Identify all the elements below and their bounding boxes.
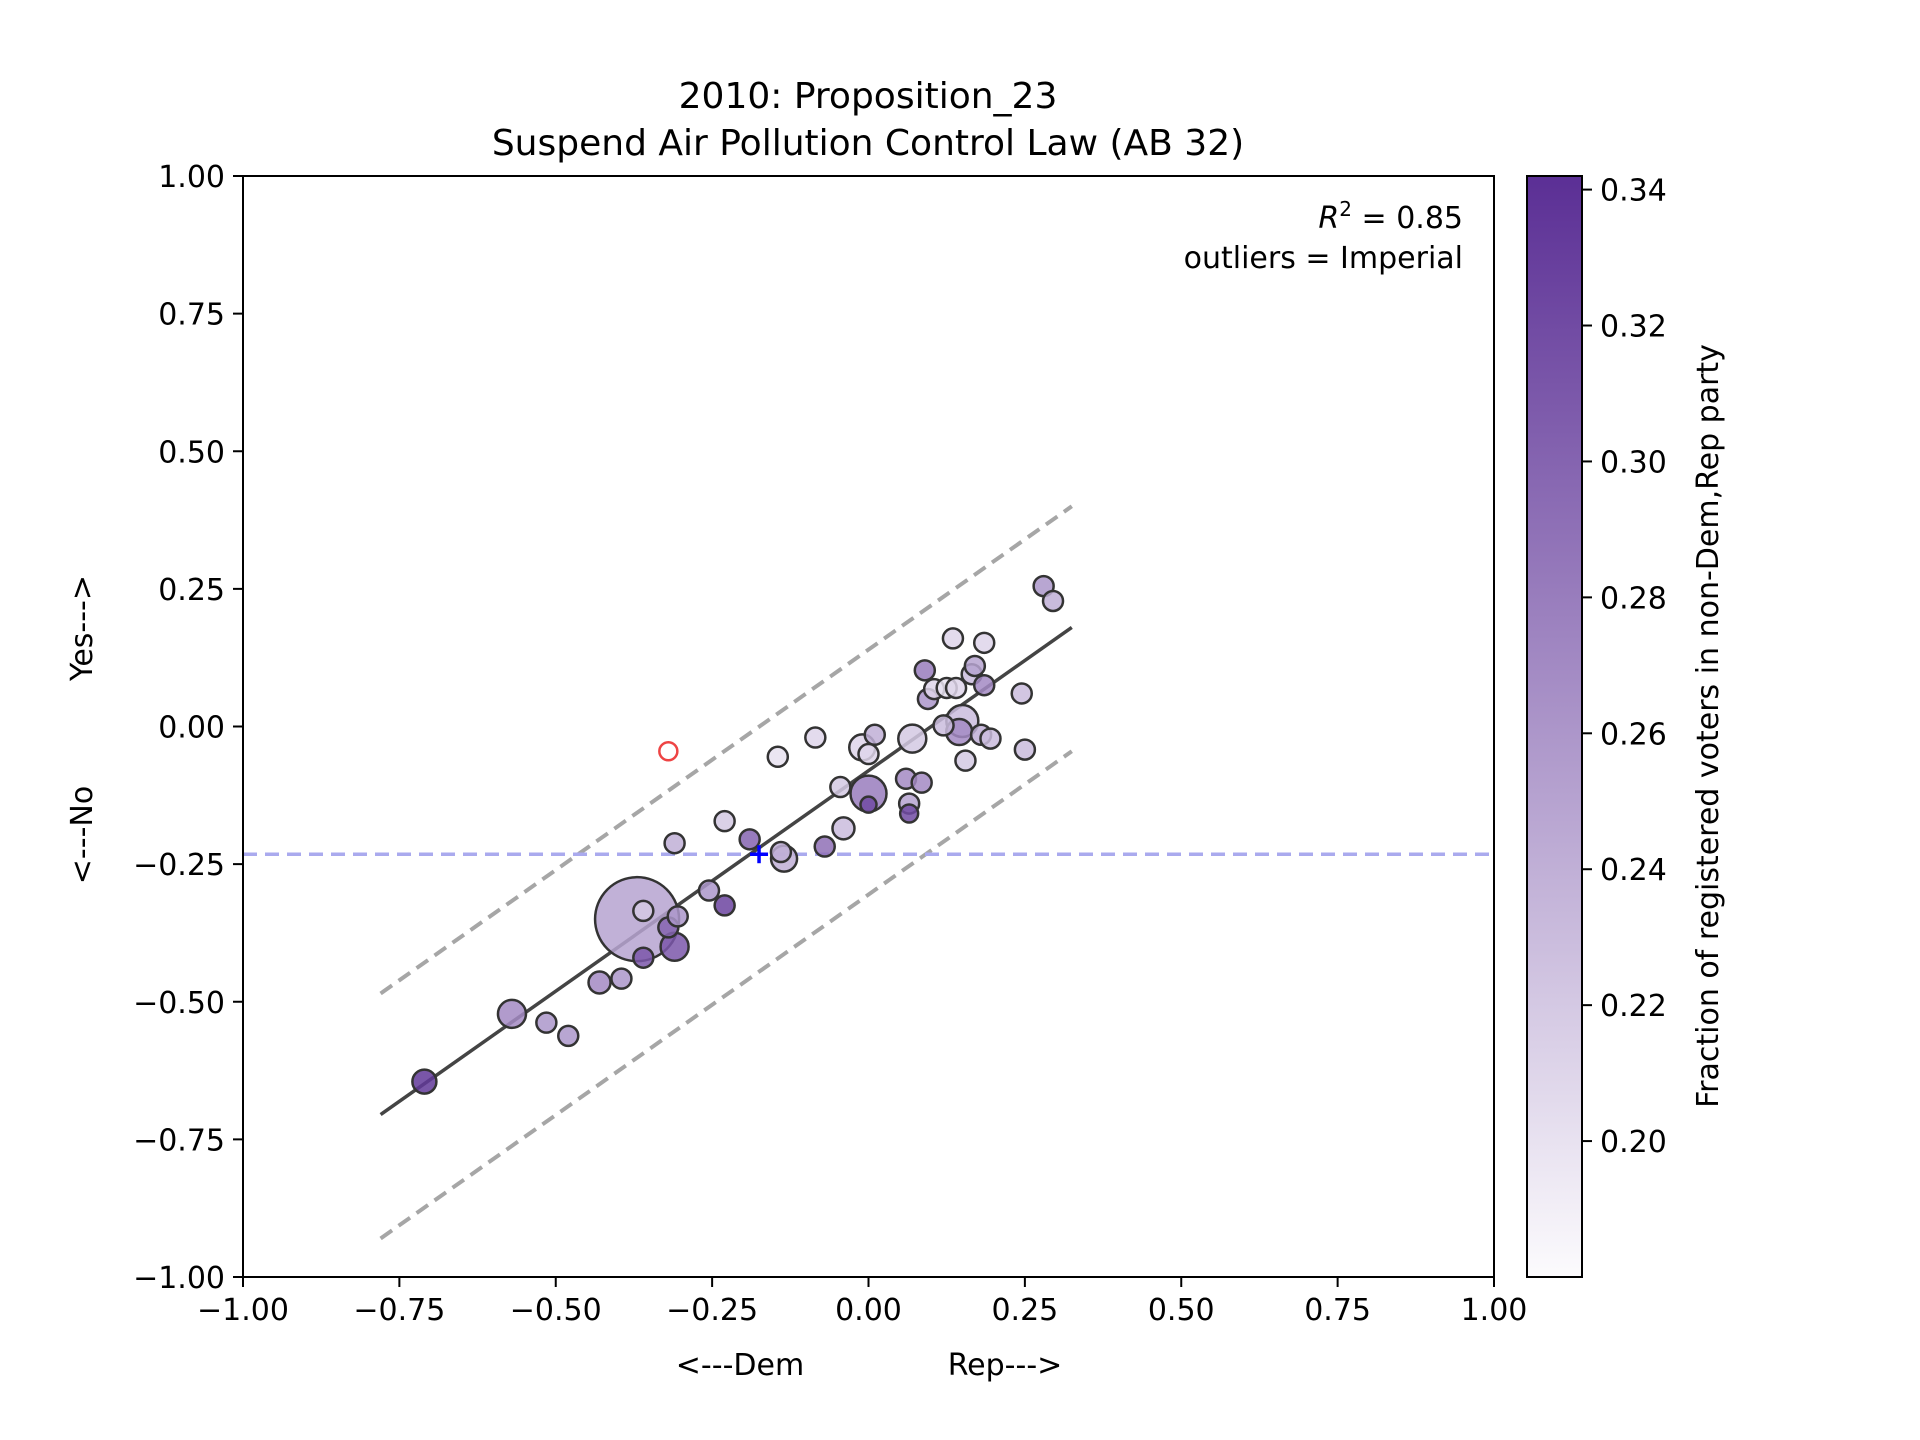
colorbar [1526,175,1583,1278]
colorbar-tick-label: 0.20 [1600,1125,1667,1160]
confidence-band-1 [379,504,1073,996]
data-point [535,1011,558,1034]
y-tick-label: 1.00 [158,160,225,195]
data-point [910,771,933,794]
colorbar-tick-label: 0.32 [1600,310,1667,345]
colorbar-tick-label: 0.34 [1600,174,1667,209]
outliers-annotation: outliers = Imperial [1184,241,1463,276]
confidence-band-2 [379,749,1073,1241]
fit-line [379,625,1073,1117]
data-point [713,894,736,917]
outlier-point [658,741,679,762]
data-point [496,998,528,1030]
colorbar-tick-label: 0.22 [1600,989,1667,1024]
x-tick-label: 0.75 [1304,1293,1371,1328]
x-tick-label: −0.25 [666,1293,758,1328]
colorbar-tick-label: 0.30 [1600,445,1667,480]
x-tick-label: 0.00 [835,1293,902,1328]
r2-symbol: R [1318,201,1339,236]
data-point [1041,589,1065,613]
data-point [897,723,928,754]
x-tick-label: 0.25 [991,1293,1058,1328]
colorbar-tick-label: 0.28 [1600,581,1667,616]
statewide-marker [750,845,769,864]
x-tick-label: 0.50 [1148,1293,1215,1328]
data-point [963,654,987,678]
r2-value: = 0.85 [1352,201,1463,236]
data-point [632,899,655,923]
y-tick-label: −0.25 [133,848,225,883]
data-point [804,726,827,749]
chart-title-line1: 2010: Proposition_23 [679,76,1058,117]
x-axis-label-right: Rep---> [948,1348,1063,1383]
data-point [1010,682,1033,705]
data-point [766,745,790,769]
data-point [610,967,633,990]
colorbar-label: Fraction of registered voters in non-Dem… [1691,344,1726,1108]
data-point [863,723,887,747]
data-point [697,879,721,902]
x-tick-label: −1.00 [197,1293,289,1328]
data-point [632,946,655,969]
data-point [898,803,920,824]
data-point [972,631,996,655]
y-tick-label: 0.00 [158,711,225,746]
data-point [411,1068,438,1095]
y-tick-label: 0.75 [158,298,225,333]
x-tick-label: −0.50 [510,1293,602,1328]
y-tick-label: −1.00 [133,1261,225,1296]
data-point [738,828,761,851]
data-point [941,627,965,650]
confidence-bands [379,504,1073,1241]
data-point [663,831,686,855]
data-point [932,714,955,737]
r-squared-annotation: R2 = 0.85 [1318,197,1463,236]
data-point [944,676,968,700]
x-tick-label: 1.00 [1461,1293,1528,1328]
data-point [713,809,736,833]
y-tick-label: −0.75 [133,1123,225,1158]
chart-title-line2: Suspend Air Pollution Control Law (AB 32… [492,123,1244,164]
y-tick-label: 0.50 [158,435,225,470]
data-point [831,816,856,841]
data-point [954,749,977,772]
y-axis-label-top: Yes---> [65,575,100,682]
x-axis-ticks: −1.00 −0.75 −0.50 −0.25 0.00 0.25 0.50 0.75 1.00 [197,1277,1527,1328]
data-point [857,742,880,766]
data-point [666,905,689,928]
data-point [972,673,996,697]
regression-fit-line [379,625,1073,1117]
y-axis-label-bottom: <---No [65,786,100,884]
y-tick-label: 0.25 [158,573,225,608]
r2-superscript: 2 [1339,197,1352,221]
data-point [557,1024,580,1048]
data-point [587,970,612,995]
county-points [411,574,1065,1095]
data-point [813,835,836,858]
y-axis-ticks: 1.00 0.75 0.50 0.25 0.00 −0.25 −0.50 −0.75 −1.00 [133,160,243,1296]
colorbar-tick-label: 0.26 [1600,717,1667,752]
data-point [979,727,1002,750]
colorbar-tick-label: 0.24 [1600,853,1667,888]
x-axis-label-left: <---Dem [676,1348,804,1383]
x-tick-label: −0.75 [353,1293,445,1328]
data-point [1013,738,1037,761]
data-point [769,840,793,864]
colorbar-ticks: 0.34 0.32 0.30 0.28 0.26 0.24 0.22 0.20 [1582,174,1667,1160]
data-point [829,775,852,799]
outlier-points [658,741,679,762]
data-point [859,795,878,814]
y-tick-label: −0.50 [133,986,225,1021]
data-point [913,659,937,682]
